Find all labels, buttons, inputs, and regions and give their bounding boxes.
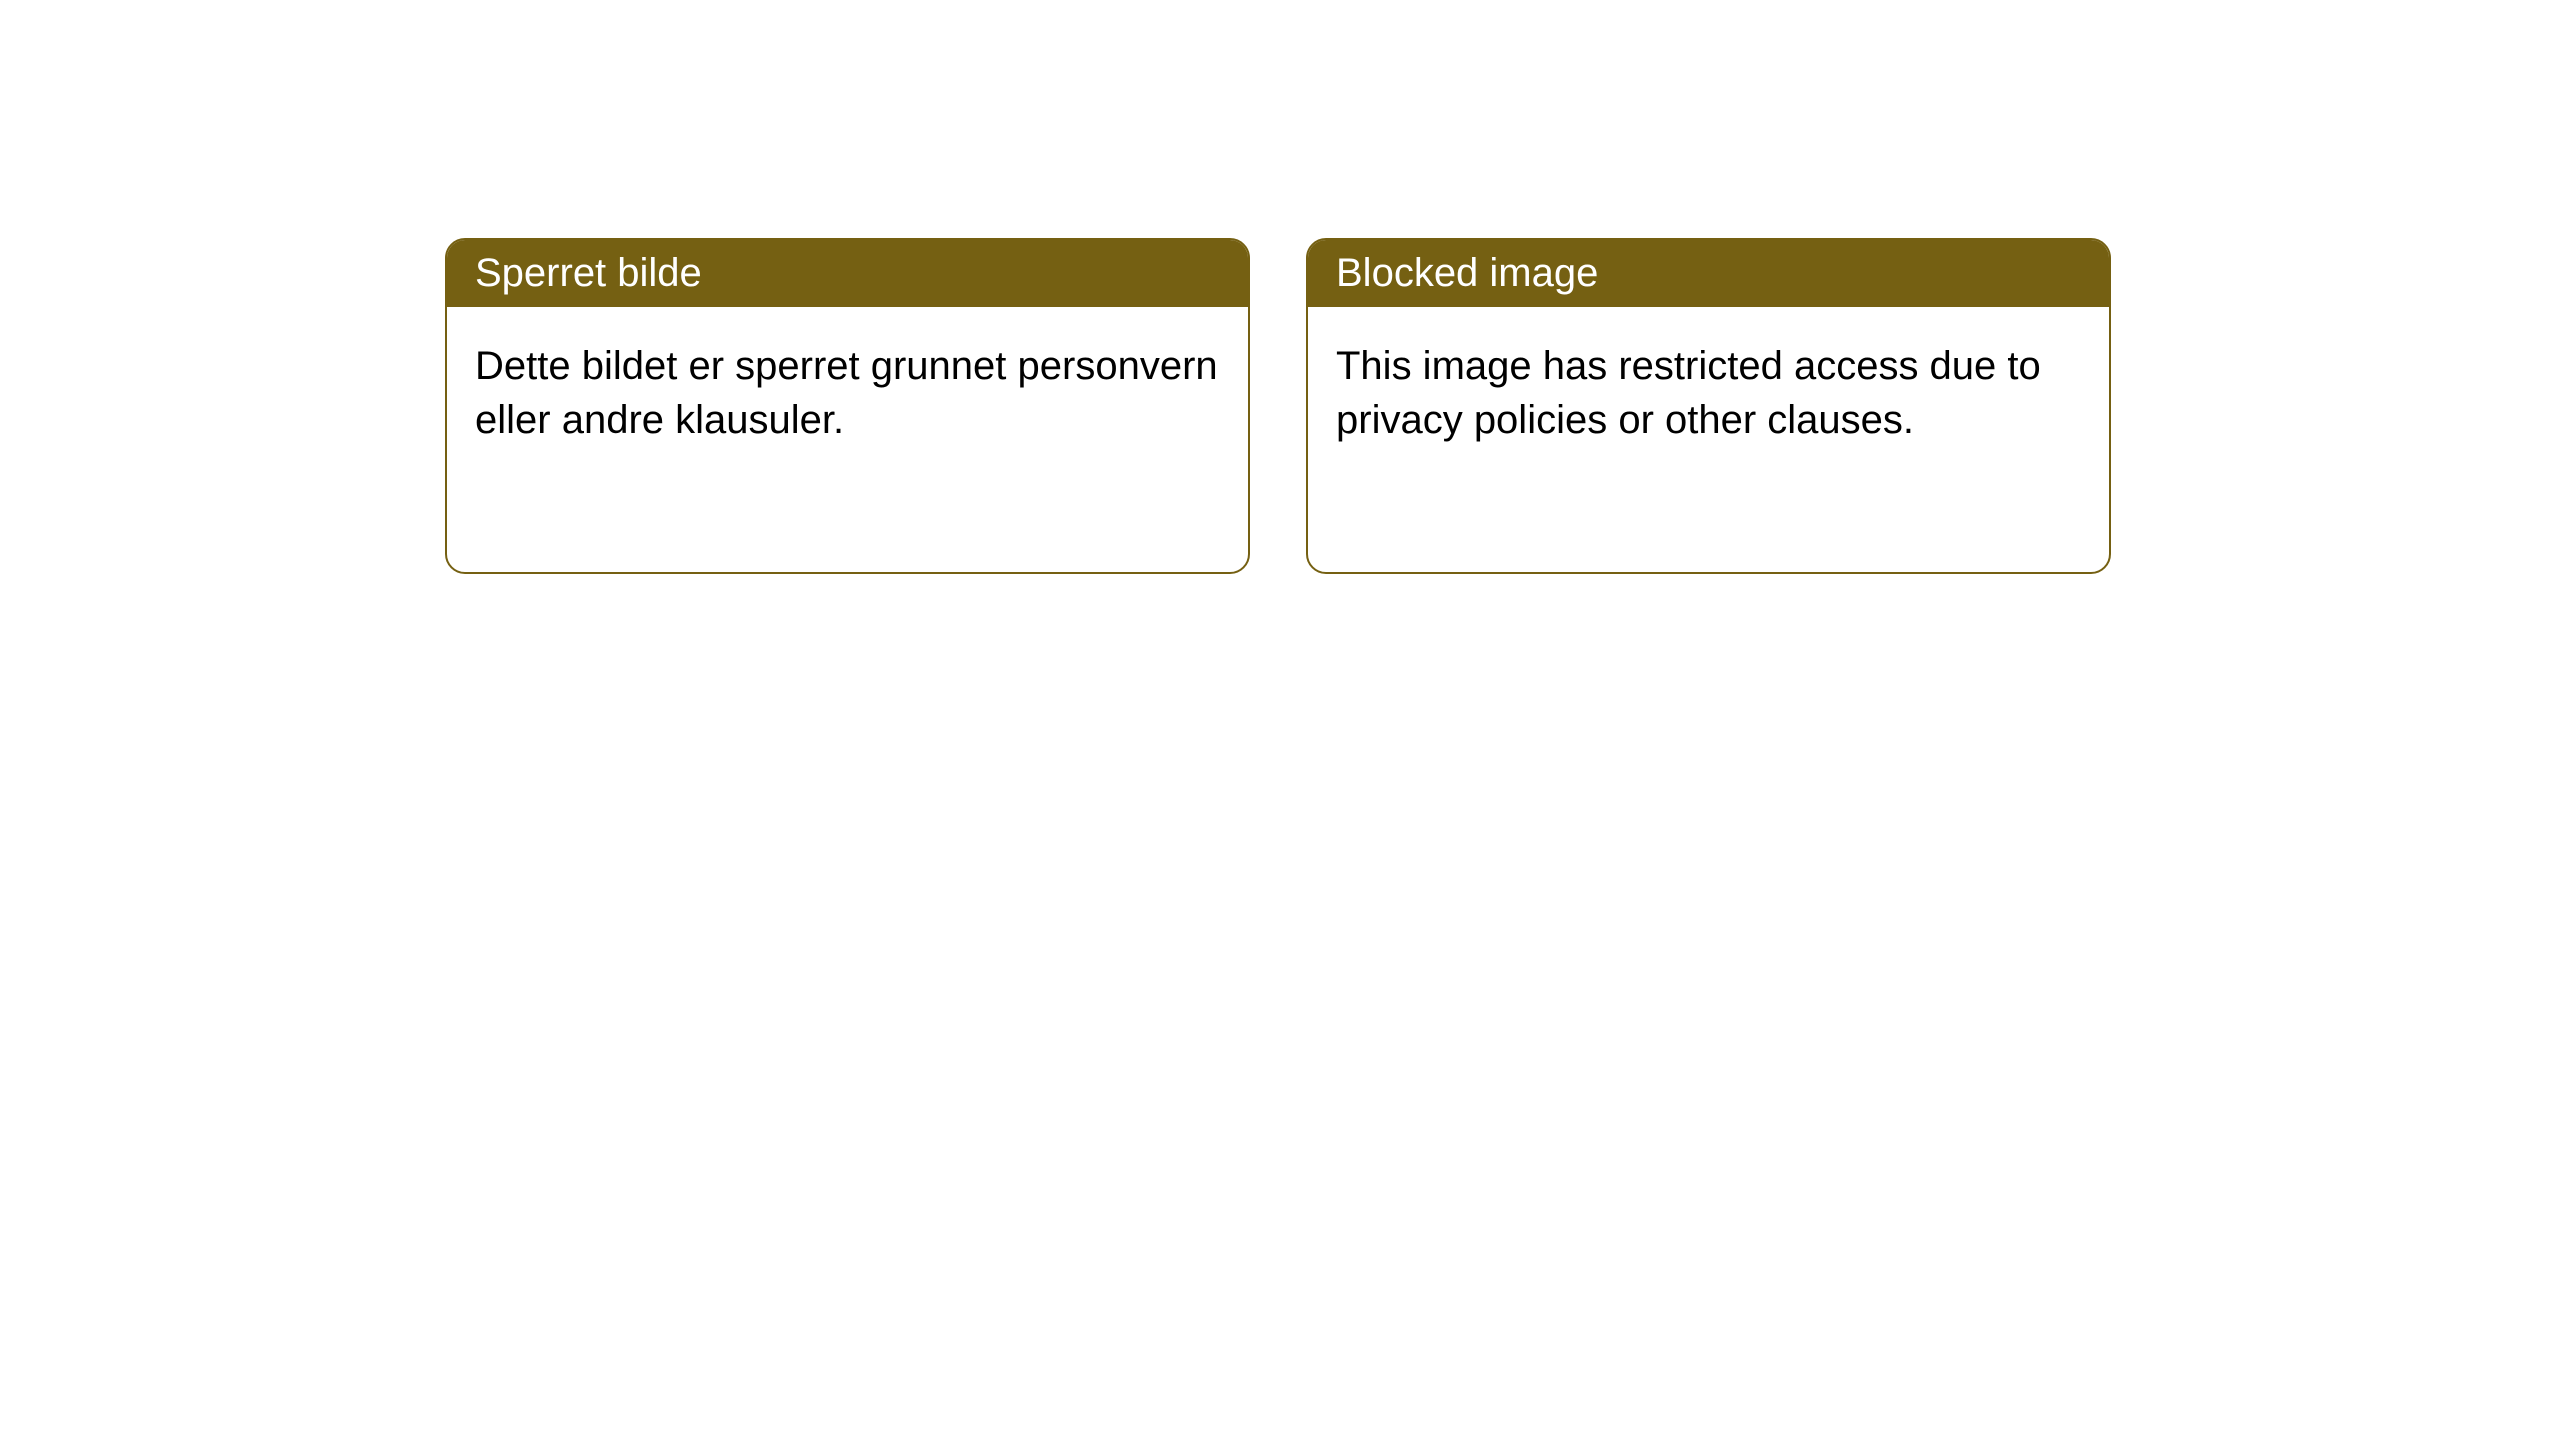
notice-cards-container: Sperret bilde Dette bildet er sperret gr… [445, 238, 2111, 574]
notice-card-body: This image has restricted access due to … [1308, 307, 2109, 479]
notice-card-message: Dette bildet er sperret grunnet personve… [475, 344, 1218, 442]
notice-card-title: Sperret bilde [475, 251, 702, 295]
notice-card-norwegian: Sperret bilde Dette bildet er sperret gr… [445, 238, 1250, 574]
notice-card-english: Blocked image This image has restricted … [1306, 238, 2111, 574]
notice-card-header: Sperret bilde [447, 240, 1248, 307]
notice-card-message: This image has restricted access due to … [1336, 344, 2041, 442]
notice-card-header: Blocked image [1308, 240, 2109, 307]
notice-card-title: Blocked image [1336, 251, 1598, 295]
notice-card-body: Dette bildet er sperret grunnet personve… [447, 307, 1248, 479]
